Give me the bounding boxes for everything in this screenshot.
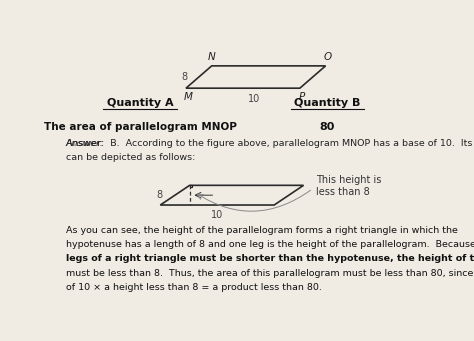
Text: 10: 10	[211, 210, 223, 220]
Text: must be less than 8.  Thus, the area of this parallelogram must be less than 80,: must be less than 8. Thus, the area of t…	[66, 269, 474, 278]
Text: This height is
less than 8: This height is less than 8	[316, 175, 382, 197]
Text: Answer:  B.  According to the figure above, parallelogram MNOP has a base of 10.: Answer: B. According to the figure above…	[66, 139, 474, 148]
Text: The area of parallelogram MNOP: The area of parallelogram MNOP	[44, 122, 237, 132]
Text: Answer:: Answer:	[66, 139, 104, 148]
Text: P: P	[299, 92, 305, 102]
Text: 80: 80	[320, 122, 335, 132]
Text: Quantity A: Quantity A	[107, 98, 173, 108]
Text: M: M	[183, 92, 192, 102]
Text: 10: 10	[248, 94, 260, 104]
Text: N: N	[208, 53, 216, 62]
Text: Quantity B: Quantity B	[294, 98, 361, 108]
Text: 8: 8	[157, 190, 163, 200]
Text: hypotenuse has a length of 8 and one leg is the height of the parallelogram.  Be: hypotenuse has a length of 8 and one leg…	[66, 240, 474, 249]
Text: legs of a right triangle must be shorter than the hypotenuse, the height of the : legs of a right triangle must be shorter…	[66, 254, 474, 263]
Text: As you can see, the height of the parallelogram forms a right triangle in which : As you can see, the height of the parall…	[66, 226, 458, 235]
Text: O: O	[323, 53, 331, 62]
Text: can be depicted as follows:: can be depicted as follows:	[66, 153, 195, 162]
Text: 8: 8	[181, 72, 187, 82]
Text: of 10 × a height less than 8 = a product less than 80.: of 10 × a height less than 8 = a product…	[66, 283, 322, 292]
